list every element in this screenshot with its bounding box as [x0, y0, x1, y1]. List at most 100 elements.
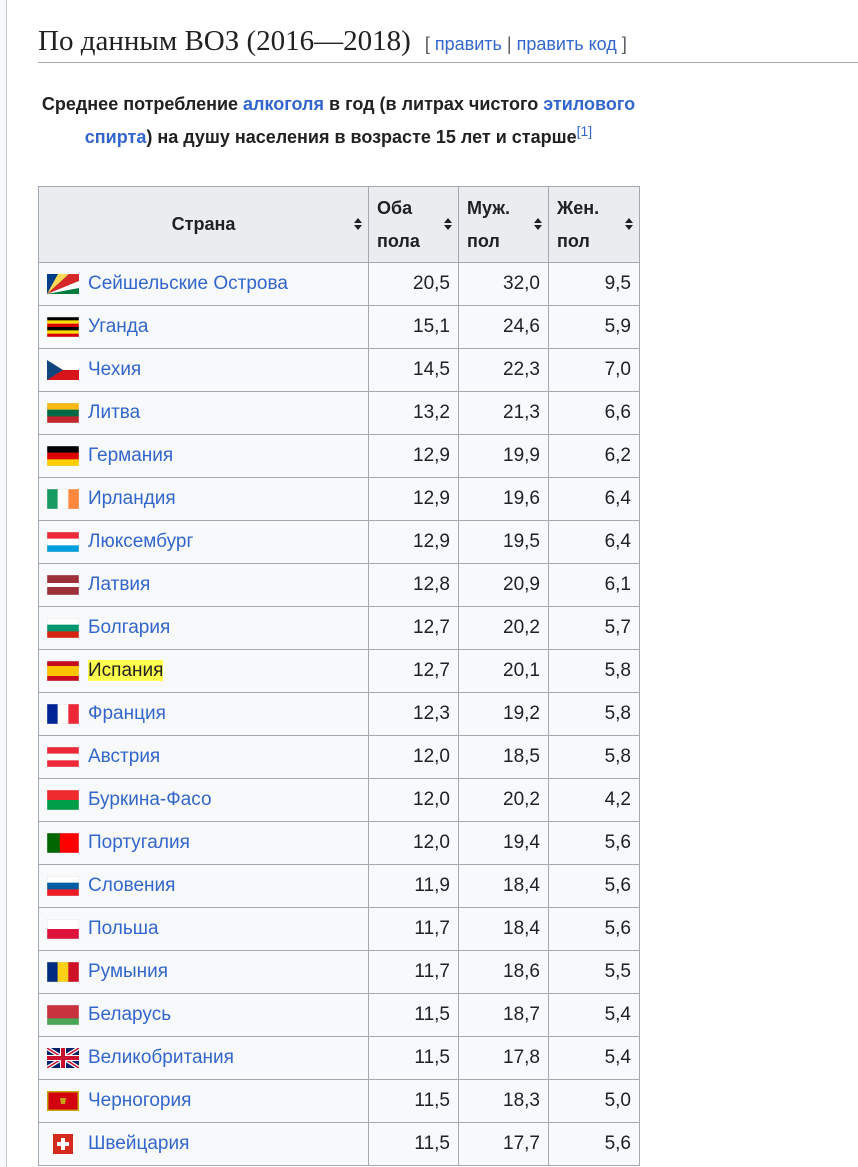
flag-part	[47, 323, 79, 328]
sort-arrow	[444, 218, 452, 230]
value-cell: 12,0	[368, 735, 459, 779]
value-cell: 6,1	[548, 563, 640, 607]
table-row: Австрия 12,0 18,5 5,8	[38, 735, 640, 779]
country-link[interactable]: Великобритания	[88, 1047, 234, 1068]
value-cell: 17,7	[458, 1122, 549, 1166]
country-link[interactable]: Черногория	[88, 1090, 192, 1111]
value-cell: 11,7	[368, 950, 459, 994]
table-row: Сейшельские Острова 20,5 32,0 9,5	[38, 262, 640, 306]
value-cell: 20,2	[458, 606, 549, 650]
country-link[interactable]: Сейшельские Острова	[88, 273, 288, 294]
column-header[interactable]: Страна	[38, 186, 369, 263]
value-cell: 6,4	[548, 477, 640, 521]
country-flag	[47, 574, 79, 595]
flag-part	[47, 1055, 79, 1060]
value-cell: 18,4	[458, 864, 549, 908]
country-link[interactable]: Испания	[88, 660, 164, 681]
country-cell: Беларусь	[38, 993, 369, 1037]
country-cell: Сейшельские Острова	[38, 262, 369, 306]
country-link[interactable]: Литва	[88, 402, 141, 423]
flag-part	[47, 582, 79, 588]
country-flag	[47, 316, 79, 337]
flag-part	[47, 703, 58, 724]
table-row: Великобритания 11,5 17,8 5,4	[38, 1036, 640, 1080]
flag-part	[47, 316, 79, 321]
column-header[interactable]: Муж. пол	[458, 186, 549, 263]
value-cell: 5,8	[548, 692, 640, 736]
value-cell: 5,6	[548, 864, 640, 908]
sidebar-edge	[0, 0, 7, 1167]
table-row: Болгария 12,7 20,2 5,7	[38, 606, 640, 650]
caption-text: в год (в литрах чистого	[324, 94, 544, 114]
country-link[interactable]: Польша	[88, 918, 159, 939]
flag-part	[47, 660, 79, 667]
country-flag	[47, 617, 79, 638]
value-cell: 9,5	[548, 262, 640, 306]
country-link[interactable]: Беларусь	[88, 1004, 172, 1025]
country-link[interactable]: Ирландия	[88, 488, 176, 509]
value-cell: 5,6	[548, 1122, 640, 1166]
caption-link[interactable]: этилового спирта	[84, 94, 636, 147]
table-row: Португалия 12,0 19,4 5,6	[38, 821, 640, 865]
country-link[interactable]: Португалия	[88, 832, 190, 853]
country-link[interactable]: Уганда	[88, 316, 149, 337]
flag-part	[47, 760, 79, 767]
flag-part	[47, 753, 79, 761]
value-cell: 7,0	[548, 348, 640, 392]
country-cell: Испания	[38, 649, 369, 693]
country-cell: Литва	[38, 391, 369, 435]
flag-part	[47, 488, 58, 509]
value-cell: 19,4	[458, 821, 549, 865]
flag-part	[57, 703, 69, 724]
value-cell: 18,4	[458, 907, 549, 951]
bracket: ]	[621, 34, 627, 54]
country-link[interactable]: Франция	[88, 703, 166, 724]
value-cell: 11,9	[368, 864, 459, 908]
column-header[interactable]: Жен. пол	[548, 186, 640, 263]
flag-part	[47, 617, 79, 625]
country-link[interactable]: Германия	[88, 445, 174, 466]
flag-part	[47, 538, 79, 546]
table-row: Польша 11,7 18,4 5,6	[38, 907, 640, 951]
country-link[interactable]: Румыния	[88, 961, 169, 982]
country-link[interactable]: Латвия	[88, 574, 151, 595]
flag-part	[47, 882, 79, 890]
value-cell: 20,1	[458, 649, 549, 693]
country-cell: Германия	[38, 434, 369, 478]
reference-link[interactable]: [1]	[576, 123, 593, 139]
country-flag	[47, 703, 79, 724]
country-flag	[47, 1004, 79, 1025]
value-cell: 19,6	[458, 477, 549, 521]
country-link[interactable]: Швейцария	[88, 1133, 190, 1154]
country-cell: Польша	[38, 907, 369, 951]
sort-icon	[444, 218, 452, 230]
flag-part	[47, 574, 79, 584]
edit-link[interactable]: править	[434, 34, 502, 54]
country-cell: Латвия	[38, 563, 369, 607]
country-link[interactable]: Австрия	[88, 746, 161, 767]
country-flag	[47, 789, 79, 810]
country-link[interactable]: Люксембург	[88, 531, 194, 552]
country-link[interactable]: Буркина-Фасо	[88, 789, 212, 810]
sort-arrow	[534, 218, 542, 230]
country-link[interactable]: Чехия	[88, 359, 142, 380]
flag-part	[47, 918, 79, 930]
country-link[interactable]: Болгария	[88, 617, 171, 638]
value-cell: 22,3	[458, 348, 549, 392]
edit-links: [ править | править код ]	[425, 34, 627, 54]
sort-arrow	[625, 218, 633, 230]
value-cell: 13,2	[368, 391, 459, 435]
country-link[interactable]: Словения	[88, 875, 176, 896]
flag-part	[47, 889, 79, 896]
edit-code-link[interactable]: править код	[516, 34, 617, 54]
column-header[interactable]: Оба пола	[368, 186, 459, 263]
flag-part	[47, 330, 79, 334]
value-cell: 5,9	[548, 305, 640, 349]
country-cell: Болгария	[38, 606, 369, 650]
country-flag	[47, 445, 79, 466]
caption-link[interactable]: алкоголя	[243, 94, 324, 114]
value-cell: 5,6	[548, 907, 640, 951]
value-cell: 5,8	[548, 735, 640, 779]
value-cell: 20,9	[458, 563, 549, 607]
flag-part	[47, 359, 79, 370]
